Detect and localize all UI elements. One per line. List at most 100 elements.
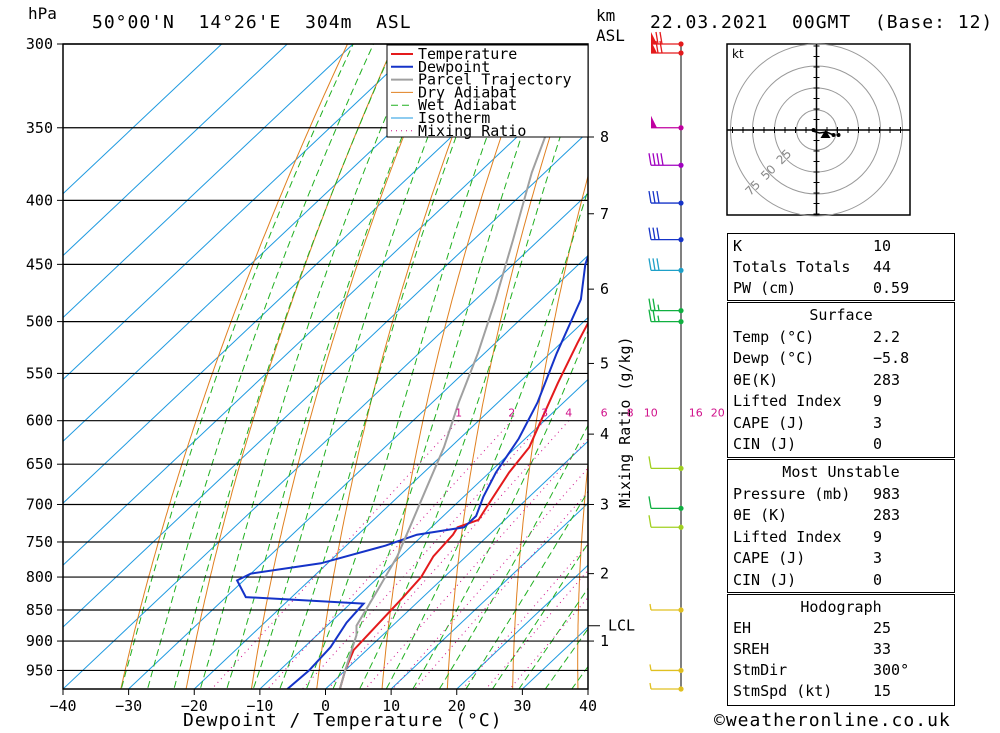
mixing-ratio-value-label: 16: [689, 407, 703, 420]
isotherm-line: [128, 254, 588, 689]
surface-row: CAPE (J) 3: [733, 414, 883, 432]
mu-row: CAPE (J) 3: [733, 549, 883, 567]
km-tick-label: 3: [600, 495, 609, 513]
mixing-ratio-line: [267, 420, 513, 689]
profile-parcel-trajectory: [338, 44, 584, 689]
hodo-row: SREH 33: [733, 640, 892, 658]
wind-level-dot: [678, 162, 684, 168]
wind-barb-half-flag: [657, 304, 660, 311]
wind-barb-flag: [648, 298, 652, 311]
x-tick-label: −20: [181, 697, 208, 715]
wind-barb-flag: [656, 190, 660, 204]
wet-adiabat-line: [465, 490, 588, 689]
x-axis-label: Dewpoint / Temperature (°C): [183, 710, 503, 731]
wind-barb-flag: [648, 515, 652, 528]
storm-motion-marker: [820, 130, 831, 138]
isotherm-line: [63, 44, 485, 443]
mixing-ratio-value-label: 4: [565, 407, 572, 420]
wind-level-dot: [678, 524, 684, 530]
wind-level-dot: [678, 267, 684, 273]
location-title: 50°00'N 14°26'E 304m ASL: [92, 12, 412, 33]
isotherm-line: [390, 502, 588, 689]
wet-adiabat-line: [332, 44, 555, 689]
hodograph-point: [836, 133, 841, 137]
wind-barb-flag: [652, 227, 656, 240]
y-tick-label: 350: [26, 119, 53, 137]
mu-row: θE (K) 283: [733, 506, 901, 524]
legend-label: Temperature: [418, 45, 517, 63]
mixing-ratio-line: [485, 569, 588, 689]
x-tick-label: 30: [513, 697, 531, 715]
credit: ©weatheronline.co.uk: [714, 710, 951, 731]
lcl-label: LCL: [608, 617, 635, 635]
isotherm-line: [63, 44, 551, 504]
wind-level-dot: [678, 125, 684, 131]
dry-adiabat-line: [577, 459, 588, 689]
wind-level-dot: [678, 465, 684, 471]
isotherm-line: [63, 193, 588, 689]
mixing-ratio-value-label: 3: [541, 407, 548, 420]
isotherm-line: [63, 69, 588, 566]
wind-barb-flag: [648, 496, 652, 509]
profiles: [235, 44, 588, 689]
isotherm-line: [63, 44, 223, 195]
isotherm-line: [63, 131, 588, 628]
mu-row: CIN (J) 0: [733, 571, 883, 589]
wind-barb-flag: [648, 227, 652, 240]
surface-row: θE(K) 283: [733, 371, 901, 389]
mixing-ratio-value-label: 2: [508, 407, 515, 420]
wind-barb-flag: [659, 40, 663, 54]
y-tick-label: 700: [26, 495, 53, 513]
km-unit: km: [596, 6, 616, 25]
y-tick-label: 900: [26, 632, 53, 650]
hodograph-panel: Hodograph EH 25 SREH 33 StmDir 300° StmSpd …: [727, 594, 955, 706]
most-unstable-panel: Most Unstable Pressure (mb) 983 θE (K) 283…: [727, 459, 955, 593]
hodo-row: StmSpd (kt) 15: [733, 682, 892, 700]
isotherm-line: [259, 378, 588, 689]
wind-barb-flag: [652, 309, 656, 322]
hodograph-trace: [812, 130, 834, 136]
isotherm-line: [325, 440, 588, 689]
x-tick-label: −40: [49, 697, 76, 715]
legend-label: Dry Adiabat: [418, 83, 517, 101]
wind-barb-column: [648, 31, 684, 692]
y-axis: 300 350 400 450 500 550 600 650 700 750 800 850 900 9…: [26, 35, 63, 679]
wet-adiabat-line: [544, 627, 588, 689]
x-axis: −40 −30 −20 −10 0 10 20 30 40: [49, 689, 597, 715]
mu-row: Pressure (mb) 983: [733, 485, 901, 503]
wind-barb-half-flag: [649, 664, 652, 671]
profile-temperature: [338, 320, 588, 689]
y-tick-label: 500: [26, 313, 53, 331]
hodo-row: StmDir 300°: [733, 661, 910, 679]
p-unit: hPa: [28, 4, 57, 23]
y-tick-label: 850: [26, 601, 53, 619]
wind-barb-half-flag: [649, 682, 652, 690]
wind-barb-flag: [655, 31, 659, 45]
isotherm-line: [63, 44, 354, 319]
surface-row: Dewp (°C) −5.8: [733, 349, 910, 367]
x-tick-label: −10: [246, 697, 273, 715]
wind-level-dot: [678, 319, 684, 325]
isotherm-line: [456, 564, 588, 689]
dry-adiabat-line: [984, 44, 1000, 690]
km-tick-label: 7: [600, 205, 609, 223]
legend-label: Dewpoint: [418, 58, 490, 76]
wind-barb-flag: [656, 258, 660, 271]
wind-barb-flag: [648, 153, 652, 166]
surface-title: Surface: [809, 306, 873, 324]
isotherm-line: [63, 44, 288, 257]
y-tick-label: 800: [26, 568, 53, 586]
wind-level-dot: [678, 50, 684, 56]
km-tick-label: 6: [600, 280, 609, 298]
wind-barb-flag: [656, 153, 660, 166]
wind-barb-pennant: [651, 115, 657, 128]
surface-panel: Surface Temp (°C) 2.2 Dewp (°C) −5.8 θE(K)…: [727, 302, 955, 458]
wind-level-dot: [678, 41, 684, 47]
mixing-ratio-value-label: 20: [711, 407, 725, 420]
mixing-ratio-value-label: 8: [627, 407, 634, 420]
hodograph-unit: kt: [732, 47, 744, 61]
mixing-ratio-line: [301, 420, 545, 689]
index-row: Totals Totals 44: [733, 258, 892, 276]
km-tick-label: 2: [600, 565, 609, 583]
wind-barb-flag: [648, 456, 652, 469]
